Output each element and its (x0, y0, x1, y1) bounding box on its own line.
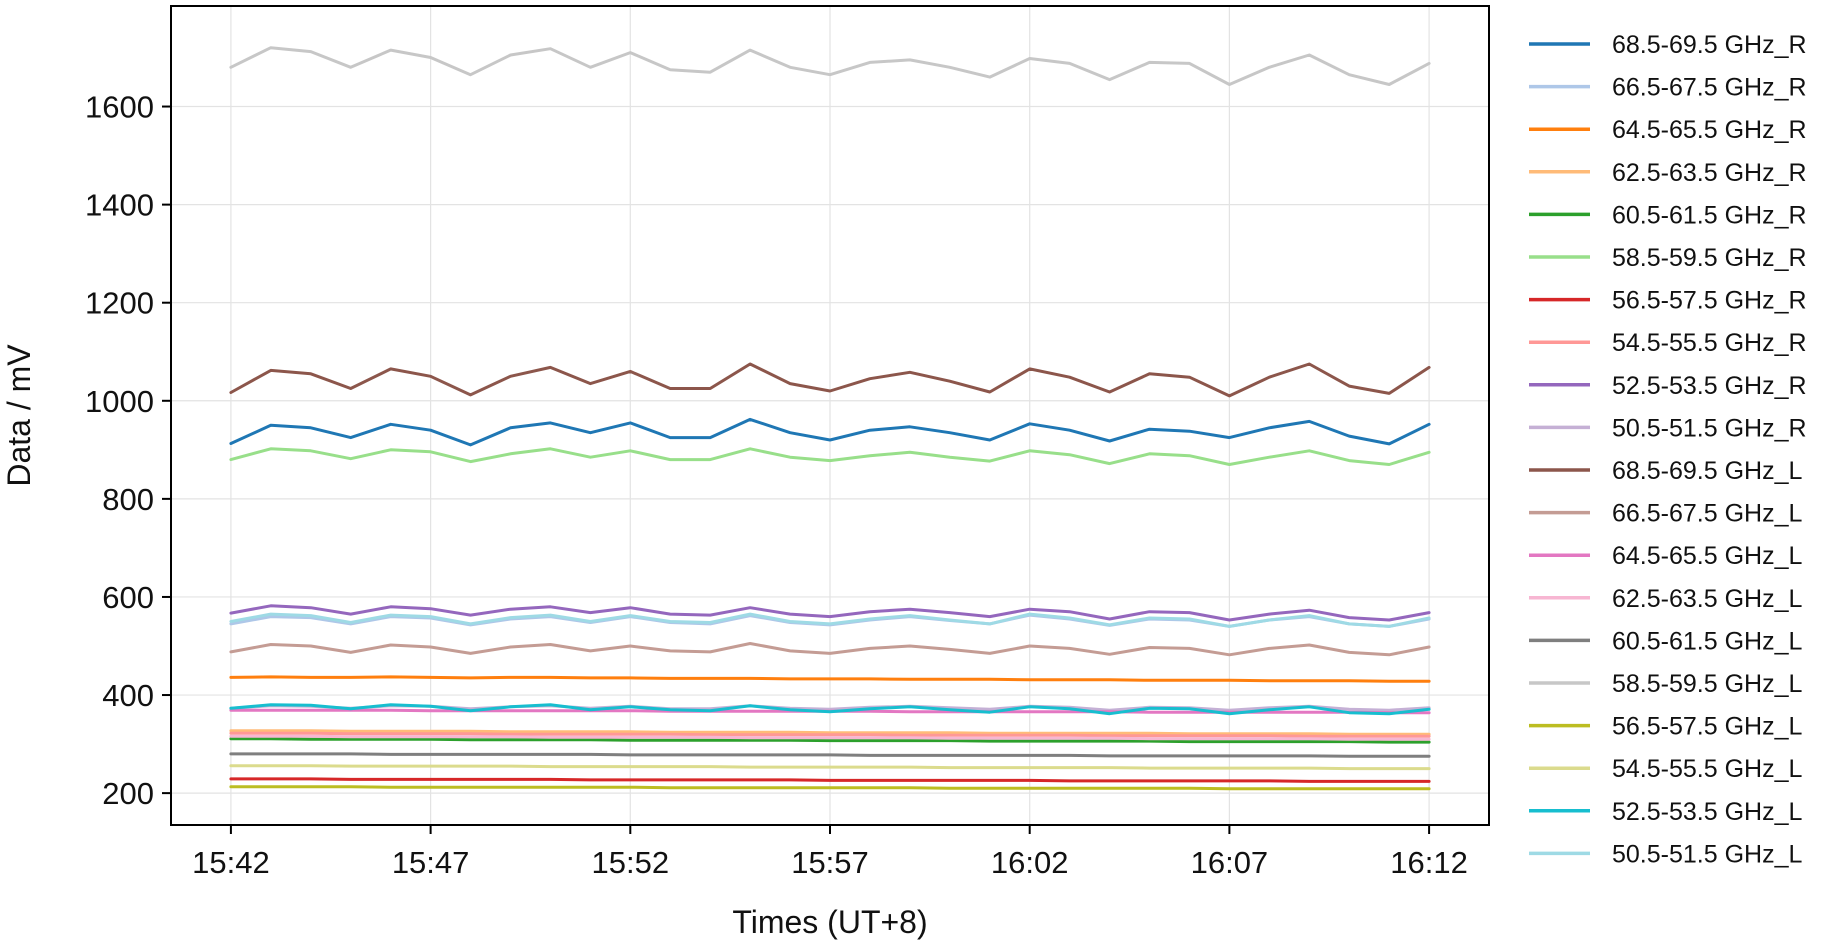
series-line (229, 604, 1431, 622)
legend-label: 68.5-69.5 GHz_R (1612, 31, 1807, 59)
legend-label: 60.5-61.5 GHz_R (1612, 201, 1807, 229)
legend-label: 50.5-51.5 GHz_R (1612, 414, 1807, 442)
series-line (229, 703, 1431, 716)
x-axis-label: Times (UT+8) (732, 904, 927, 940)
y-tick-label: 200 (102, 776, 154, 811)
series-line (229, 752, 1431, 758)
series-line (229, 417, 1431, 447)
series-lines (229, 46, 1431, 791)
y-tick-label: 1000 (85, 384, 154, 419)
legend: 68.5-69.5 GHz_R 66.5-67.5 GHz_R 64.5-65.5 … (1529, 31, 1807, 868)
series-line (229, 612, 1431, 628)
series-line (229, 642, 1431, 657)
legend-label: 52.5-53.5 GHz_R (1612, 372, 1807, 400)
series-line (229, 362, 1431, 398)
legend-label: 66.5-67.5 GHz_R (1612, 74, 1807, 102)
axis-ticks: 15:42 15:47 15:52 15:57 16:02 16:07 16:12 200 40… (85, 90, 1468, 880)
x-tick-label: 16:12 (1390, 845, 1468, 880)
legend-label: 64.5-65.5 GHz_R (1612, 116, 1807, 144)
legend-label: 62.5-63.5 GHz_R (1612, 159, 1807, 187)
legend-label: 56.5-57.5 GHz_R (1612, 287, 1807, 315)
y-tick-label: 1600 (85, 90, 154, 125)
y-tick-label: 800 (102, 482, 154, 517)
legend-label: 54.5-55.5 GHz_L (1612, 755, 1802, 783)
x-tick-label: 16:02 (991, 845, 1069, 880)
y-tick-label: 400 (102, 678, 154, 713)
legend-label: 56.5-57.5 GHz_L (1612, 713, 1802, 741)
series-line (229, 777, 1431, 783)
series-line (229, 729, 1431, 736)
legend-label: 68.5-69.5 GHz_L (1612, 457, 1802, 485)
series-line (229, 785, 1431, 791)
series-line (229, 675, 1431, 683)
legend-label: 54.5-55.5 GHz_R (1612, 329, 1807, 357)
legend-label: 50.5-51.5 GHz_L (1612, 840, 1802, 868)
legend-label: 64.5-65.5 GHz_L (1612, 542, 1802, 570)
y-axis-label: Data / mV (1, 344, 37, 487)
x-tick-label: 16:07 (1191, 845, 1269, 880)
legend-label: 52.5-53.5 GHz_L (1612, 798, 1802, 826)
series-line (229, 731, 1431, 738)
y-tick-label: 600 (102, 580, 154, 615)
x-tick-label: 15:52 (592, 845, 670, 880)
series-line (229, 46, 1431, 86)
grid (171, 6, 1489, 825)
legend-label: 60.5-61.5 GHz_L (1612, 627, 1802, 655)
x-tick-label: 15:47 (392, 845, 470, 880)
legend-label: 62.5-63.5 GHz_L (1612, 585, 1802, 613)
series-line (229, 447, 1431, 466)
legend-label: 58.5-59.5 GHz_L (1612, 670, 1802, 698)
y-tick-label: 1200 (85, 286, 154, 321)
series-line (229, 734, 1431, 741)
series-line (229, 737, 1431, 744)
x-tick-label: 15:57 (791, 845, 869, 880)
legend-label: 58.5-59.5 GHz_R (1612, 244, 1807, 272)
series-line (229, 764, 1431, 771)
legend-label: 66.5-67.5 GHz_L (1612, 500, 1802, 528)
y-tick-label: 1400 (85, 188, 154, 223)
x-tick-label: 15:42 (192, 845, 270, 880)
